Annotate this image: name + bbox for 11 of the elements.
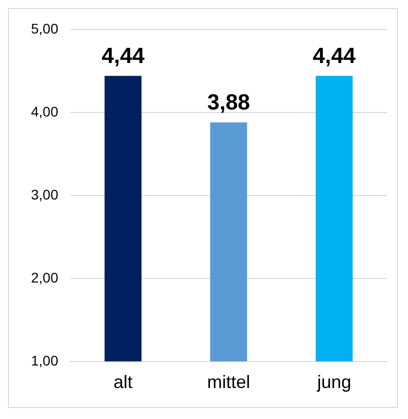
data-label: 4,44 [312, 42, 356, 68]
x-tick-label: jung [316, 372, 352, 392]
x-tick-label: alt [114, 372, 133, 392]
data-label: 3,88 [207, 89, 250, 114]
y-tick-label: 3,00 [31, 186, 58, 202]
y-tick-label: 1,00 [31, 352, 58, 368]
y-tick-label: 4,00 [31, 103, 58, 120]
data-label: 4,44 [102, 42, 146, 68]
y-tick-label: 5,00 [31, 20, 58, 36]
x-tick-label: mittel [207, 372, 250, 392]
y-tick-label: 2,00 [31, 269, 58, 286]
